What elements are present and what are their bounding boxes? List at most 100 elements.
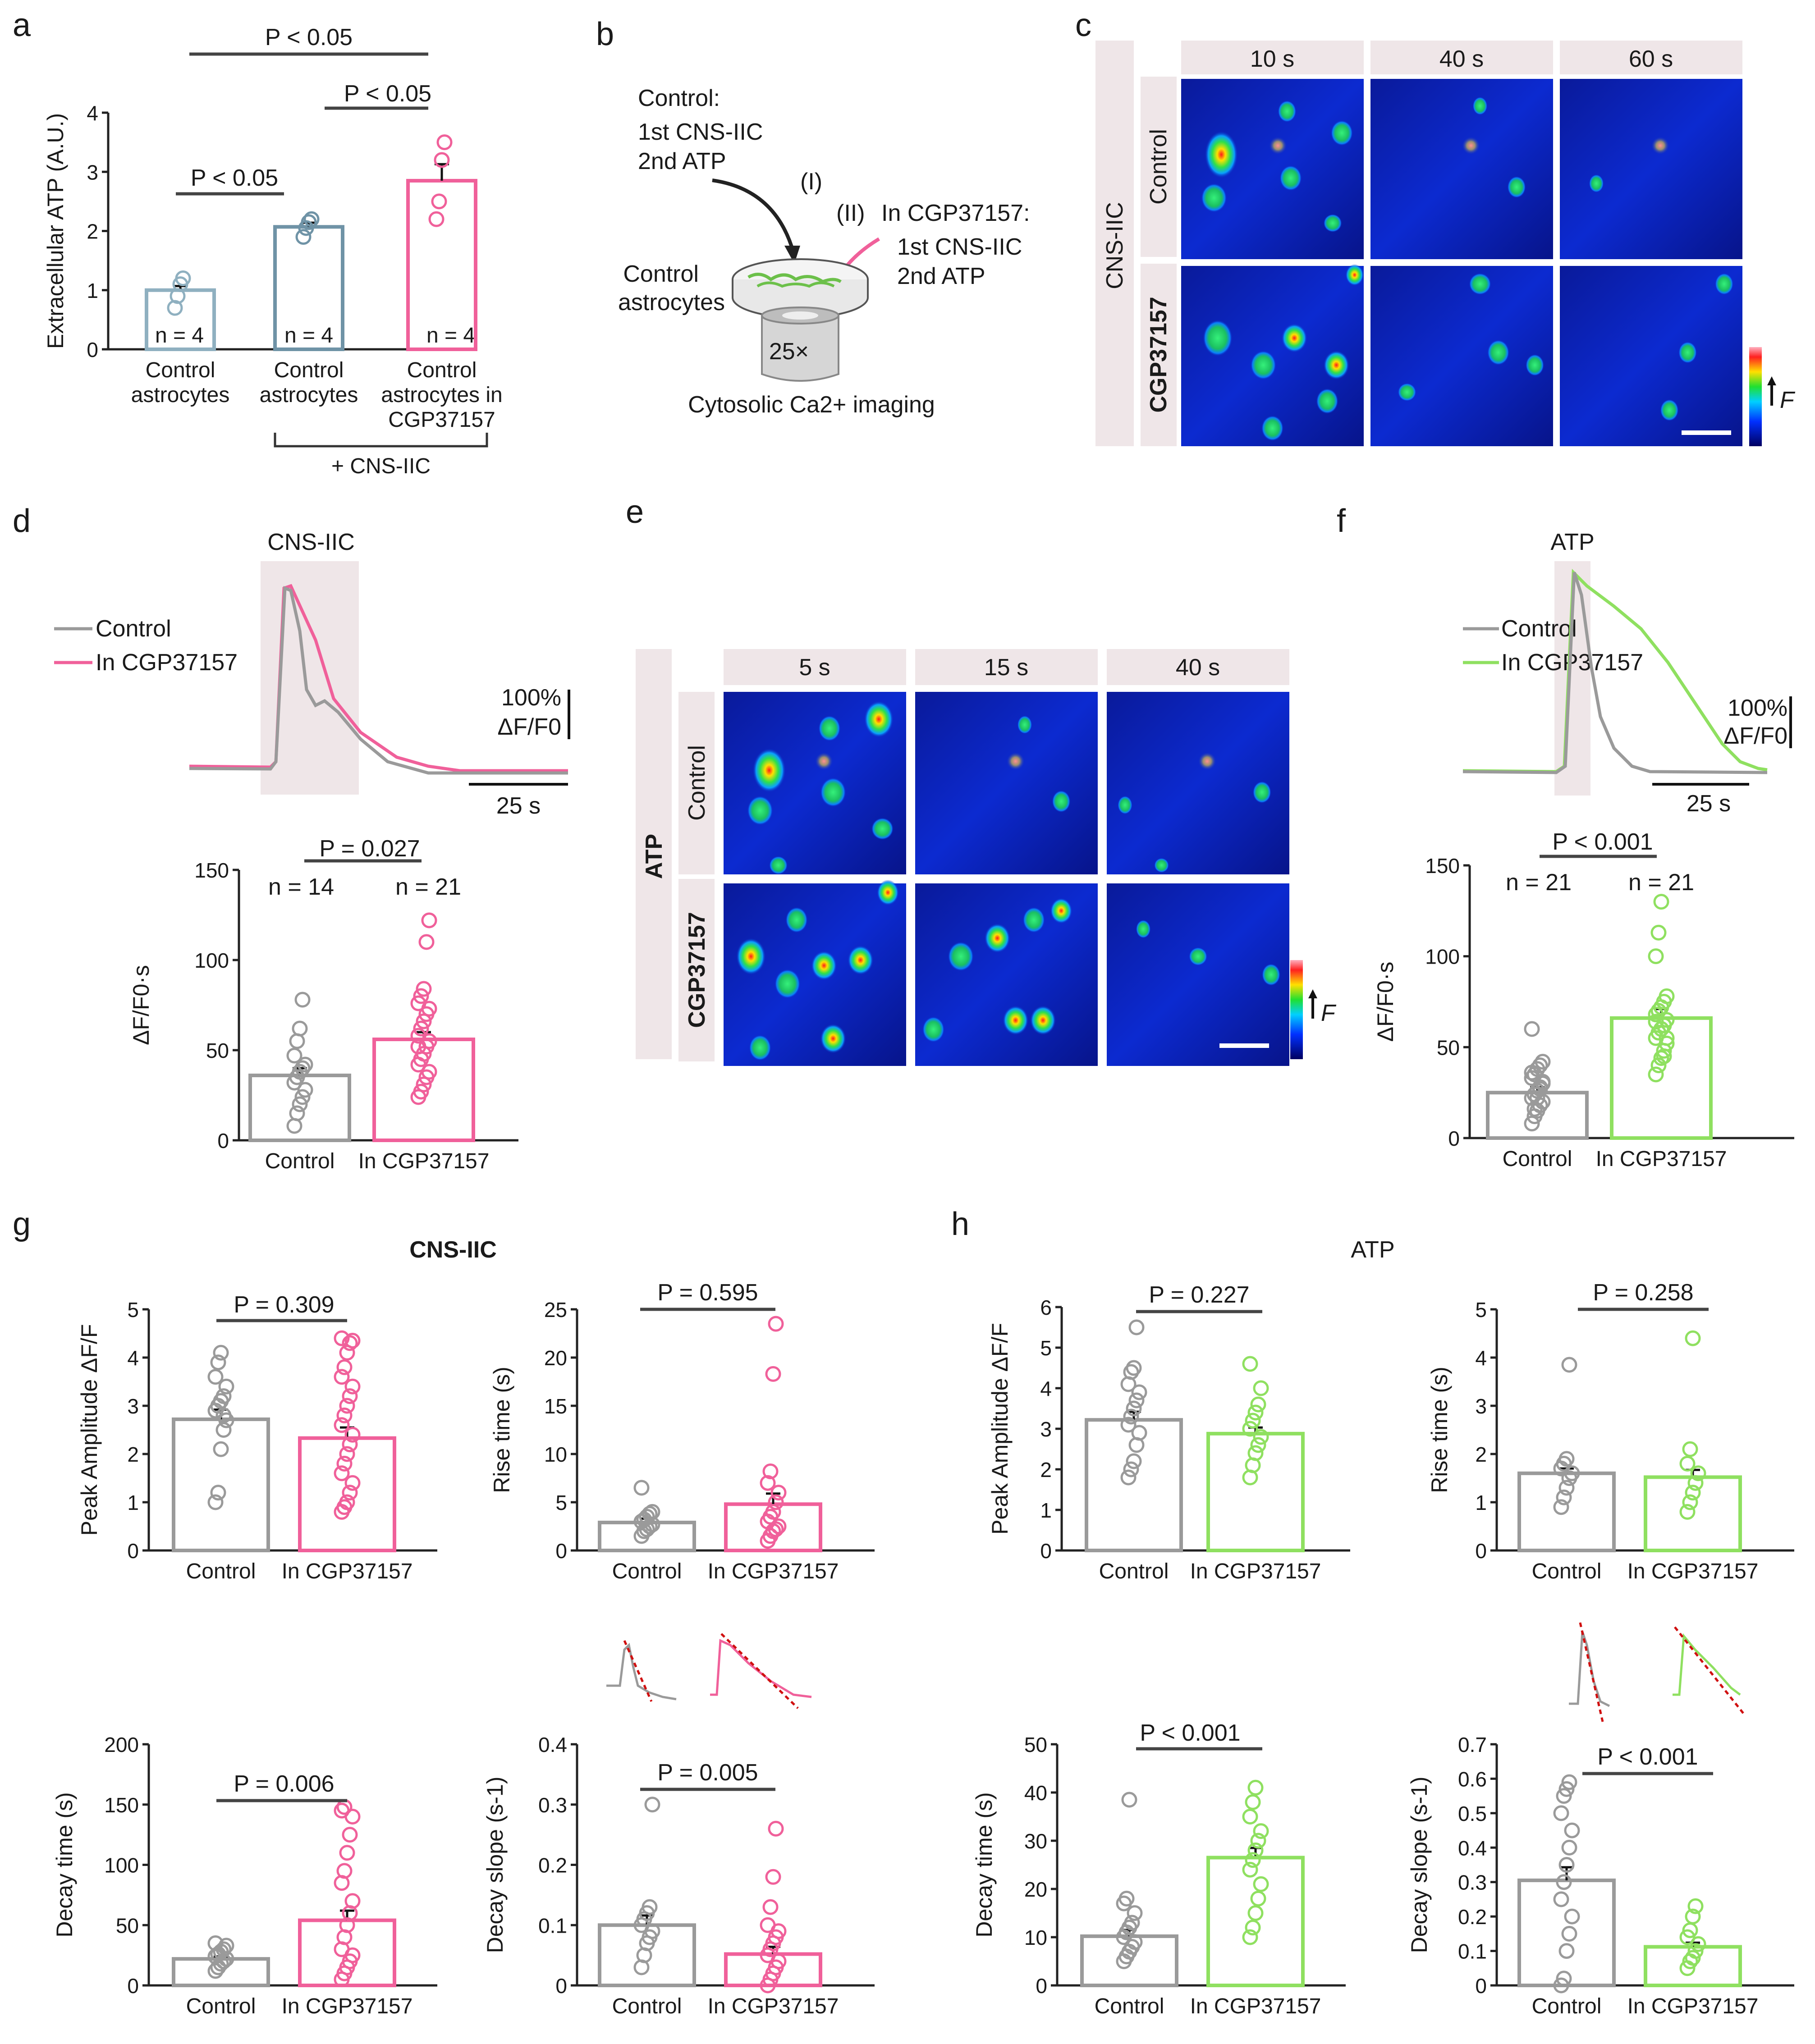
category-label: In CGP37157	[282, 1994, 413, 2018]
data-point	[1123, 1461, 1139, 1477]
trace-control-line-f	[1462, 572, 1768, 774]
cell-blob	[1331, 120, 1353, 146]
data-point	[1685, 1330, 1701, 1346]
data-point	[334, 1417, 350, 1433]
data-point	[436, 134, 453, 151]
data-point	[339, 1446, 355, 1462]
category-label: Control	[1095, 1994, 1164, 2018]
y-axis-label: Rise time (s)	[1427, 1367, 1452, 1493]
cell-blob	[1203, 320, 1233, 356]
h1-p: P = 0.227	[1149, 1282, 1249, 1308]
y-tick-label: 0	[127, 1974, 139, 1998]
cell-blob	[1201, 183, 1227, 212]
y-tick-label: 5	[1040, 1336, 1052, 1360]
micrograph-tile	[1107, 883, 1289, 1066]
data-point	[1653, 894, 1669, 910]
data-point	[210, 1485, 226, 1501]
data-point	[768, 1316, 784, 1332]
y-tick-label: 3	[87, 160, 98, 184]
data-point	[1524, 1065, 1540, 1081]
data-point	[1558, 1781, 1575, 1797]
data-point	[421, 1064, 437, 1080]
category-label: Control	[186, 1994, 256, 2018]
panel-f-n-2: n = 21	[1628, 869, 1694, 896]
category-label: Control	[186, 1559, 256, 1583]
data-point	[344, 1333, 361, 1349]
data-point	[344, 1893, 361, 1909]
panel-letter-b: b	[596, 16, 614, 52]
cell-blob	[1469, 273, 1491, 295]
data-point	[644, 1797, 660, 1813]
data-point	[1245, 1794, 1261, 1810]
data-point	[1535, 1074, 1551, 1090]
data-point	[1242, 1421, 1258, 1437]
chart-h2: 0 1 2 3 4 5 Rise time (s) Control In CGP37157	[1427, 1298, 1794, 1583]
y-tick-label: 50	[206, 1039, 229, 1062]
panel-a-n-1: n = 4	[155, 324, 204, 348]
data-point	[215, 1388, 232, 1404]
chart-g3: 0 50 100 150 200 Decay time (s) Control In CGP3…	[52, 1733, 437, 2018]
data-point	[207, 1494, 224, 1510]
cell-blob	[1017, 715, 1032, 734]
data-point	[1250, 1890, 1266, 1907]
y-tick-label: 1	[87, 279, 98, 302]
y-tick-label: 0.2	[538, 1854, 567, 1877]
y-tick-label: 0	[1448, 1127, 1460, 1150]
data-point	[292, 1020, 308, 1037]
category-label: Control	[1099, 1559, 1169, 1583]
data-point	[294, 1089, 311, 1105]
data-point	[413, 1084, 429, 1100]
category-label: Control	[1532, 1559, 1602, 1583]
cell-blob	[864, 701, 894, 738]
y-tick-label: 0.6	[1458, 1767, 1487, 1791]
data-point	[1659, 988, 1675, 1004]
h3-p: P < 0.001	[1140, 1720, 1240, 1746]
data-point	[213, 1344, 229, 1361]
data-point	[1524, 1021, 1540, 1037]
panel-f-trace-title: ATP	[1550, 529, 1594, 555]
data-point	[1247, 1842, 1264, 1858]
panel-letter-a: a	[13, 7, 31, 43]
data-point	[1656, 1048, 1672, 1064]
data-point	[1690, 1936, 1706, 1952]
y-tick-label: 3	[1475, 1395, 1487, 1418]
cell-blob	[1279, 165, 1302, 191]
y-tick-label: 2	[87, 220, 98, 243]
data-point	[1553, 1977, 1569, 1994]
cell-blob	[1136, 920, 1151, 938]
y-tick-label: 5	[127, 1298, 139, 1322]
data-point	[1561, 1839, 1577, 1856]
data-point	[1561, 1925, 1577, 1942]
cell-blob	[1052, 790, 1071, 813]
data-point	[762, 1899, 779, 1915]
data-point	[1247, 1905, 1264, 1921]
panel-c-row-cgp: CGP37157	[1146, 297, 1172, 412]
category-label: In CGP37157	[1627, 1559, 1759, 1583]
cell-blob	[948, 942, 974, 971]
y-tick-label: 40	[1024, 1781, 1047, 1805]
data-point	[1558, 1480, 1575, 1496]
category-label: In CGP37157	[358, 1149, 490, 1173]
data-point	[336, 1455, 353, 1472]
y-tick-label: 25	[544, 1298, 567, 1322]
cell-blob	[1189, 947, 1207, 966]
category-label: Control	[146, 358, 215, 382]
cell-blob	[747, 796, 773, 825]
data-point	[297, 1056, 313, 1073]
data-point	[286, 1118, 302, 1134]
panel-e-side-label: ATP	[641, 834, 667, 879]
panel-f-scale-y2: ΔF/F0	[1723, 723, 1788, 749]
category-label: In CGP37157	[1190, 1559, 1321, 1583]
data-point	[1679, 1929, 1696, 1945]
data-point	[1561, 1774, 1577, 1790]
y-tick-label: 1	[1040, 1499, 1052, 1522]
y-tick-label: 50	[116, 1914, 139, 1937]
cell-blob	[1281, 324, 1307, 352]
data-point	[1553, 1891, 1569, 1907]
panel-e-time-3: 40 s	[1176, 654, 1220, 681]
panel-b-control-step2: 2nd ATP	[638, 148, 726, 174]
micrograph-tile	[1560, 79, 1742, 259]
data-point	[175, 270, 191, 286]
data-point	[1659, 1030, 1675, 1046]
y-tick-label: 0.4	[538, 1733, 567, 1756]
